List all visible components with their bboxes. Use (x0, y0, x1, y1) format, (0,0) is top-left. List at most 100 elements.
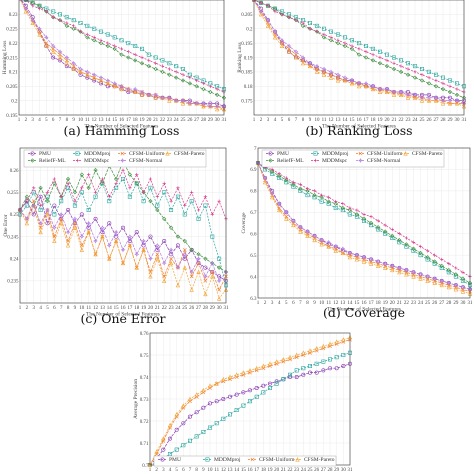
data-point-pmu (221, 396, 226, 401)
x-tick-label: 31 (348, 468, 354, 473)
data-point-cfsm-pareto (390, 267, 395, 273)
data-point-relieff-ml (162, 216, 167, 221)
data-point-mddmspc (376, 219, 380, 223)
x-tick-label: 18 (261, 468, 267, 473)
data-point-mddmspc (418, 244, 423, 249)
data-point-cfsm-uniform (155, 252, 160, 257)
data-point-mddmspc (378, 55, 382, 60)
data-point-relieff-ml (141, 190, 146, 195)
y-tick-label: 0.26 (10, 169, 19, 174)
data-point-relieff-ml (446, 268, 451, 273)
data-point-cfsm-pareto (286, 49, 292, 54)
legend-entry-mddmproj: MDDMproj (84, 151, 111, 157)
data-point-cfsm-uniform (66, 239, 70, 243)
x-tick-label: 1 (253, 118, 256, 123)
data-point-cfsm-normal (298, 224, 303, 230)
data-point-mddmproj (71, 18, 76, 23)
x-tick-label: 29 (334, 468, 340, 473)
data-point-mddmproj (369, 223, 374, 228)
data-point-relieff-ml (419, 78, 425, 83)
data-point-cfsm-normal (203, 274, 208, 279)
data-point-cfsm-pareto (134, 265, 139, 270)
data-point-mddmspc (126, 50, 131, 54)
data-point-mddmproj (342, 35, 347, 40)
data-point-mddmspc (141, 190, 146, 194)
data-point-cfsm-normal (132, 86, 138, 92)
data-point-mddmproj (411, 248, 416, 253)
data-point-relieff-ml (312, 193, 317, 198)
data-point-mddmspc (86, 172, 91, 177)
data-point-cfsm-pareto (426, 98, 432, 103)
x-tick-label: 1 (257, 301, 260, 306)
data-point-cfsm-normal (194, 101, 200, 106)
data-point-mddmspc (383, 223, 387, 227)
data-point-mddmspc (425, 249, 430, 253)
data-point-mddmproj (121, 177, 126, 182)
data-point-cfsm-pareto (72, 225, 78, 230)
data-point-mddmproj (174, 64, 179, 69)
data-point-pmu (168, 436, 173, 441)
data-point-pmu (181, 421, 186, 426)
data-point-cfsm-normal (182, 251, 188, 257)
legend-entry-relieff-ml: ReliefF-ML (39, 157, 66, 164)
data-point-mddmspc (294, 18, 298, 22)
data-point-relieff-ml (93, 168, 98, 173)
data-point-mddmproj (57, 12, 62, 17)
data-point-mddmspc (52, 177, 57, 181)
data-point-relieff-ml (377, 61, 383, 66)
x-tick-label: 5 (175, 468, 178, 473)
data-point-cfsm-normal (91, 72, 97, 78)
data-point-cfsm-normal (447, 98, 453, 103)
data-point-cfsm-pareto (207, 383, 213, 388)
data-point-relieff-ml (196, 252, 201, 257)
data-point-cfsm-normal (411, 269, 416, 275)
legend-marker-cfsm-pareto (295, 457, 300, 462)
data-point-mddmproj (454, 81, 459, 86)
data-point-pmu (64, 64, 69, 69)
data-point-mddmspc (93, 190, 98, 194)
data-point-cfsm-pareto (216, 296, 222, 301)
x-tick-label: 17 (126, 118, 132, 123)
data-point-mddmspc (203, 195, 208, 199)
data-point-cfsm-normal (37, 26, 42, 32)
legend-marker-cfsm-normal (120, 158, 125, 163)
data-point-mddmproj (328, 29, 333, 34)
data-point-mddmproj (321, 359, 326, 364)
data-point-mddmspc (114, 181, 118, 186)
data-point-mddmspc (390, 227, 394, 232)
x-tick-label: 3 (162, 468, 165, 473)
data-point-mddmspc (30, 4, 35, 8)
x-tick-label: 19 (140, 118, 146, 123)
data-point-cfsm-pareto (174, 412, 179, 417)
x-tick-label: 28 (441, 118, 447, 123)
x-tick-label: 24 (301, 468, 307, 473)
series-line-cfsm-normal (257, 162, 471, 290)
data-point-cfsm-uniform (294, 52, 298, 57)
x-axis-label: The Number of Selected Features (85, 123, 159, 130)
x-tick-label: 30 (217, 306, 223, 311)
x-tick-label: 11 (214, 468, 219, 473)
data-point-mddmproj (140, 46, 145, 51)
data-point-cfsm-pareto (65, 243, 71, 248)
data-point-cfsm-pareto (168, 260, 174, 266)
data-point-mddmspc (107, 195, 111, 199)
data-point-mddmproj (99, 29, 104, 34)
data-point-relieff-ml (175, 234, 181, 239)
x-tick-label: 4 (274, 118, 277, 123)
data-point-cfsm-normal (209, 260, 215, 266)
data-point-relieff-ml (454, 92, 460, 97)
series-line-relieff-ml (257, 162, 471, 284)
x-tick-label: 13 (336, 118, 342, 123)
data-point-mddmproj (334, 355, 339, 360)
data-point-cfsm-pareto (258, 12, 264, 17)
x-tick-label: 13 (100, 306, 106, 311)
panel-caption: (b) Ranking Loss (305, 123, 412, 138)
data-point-relieff-ml (300, 23, 306, 28)
data-point-cfsm-normal (418, 272, 423, 277)
data-point-cfsm-normal (305, 229, 310, 234)
data-point-mddmproj (85, 23, 90, 28)
data-point-cfsm-normal (276, 201, 282, 207)
data-point-mddmproj (160, 58, 165, 63)
data-point-cfsm-normal (58, 212, 64, 217)
x-tick-label: 15 (112, 118, 118, 123)
